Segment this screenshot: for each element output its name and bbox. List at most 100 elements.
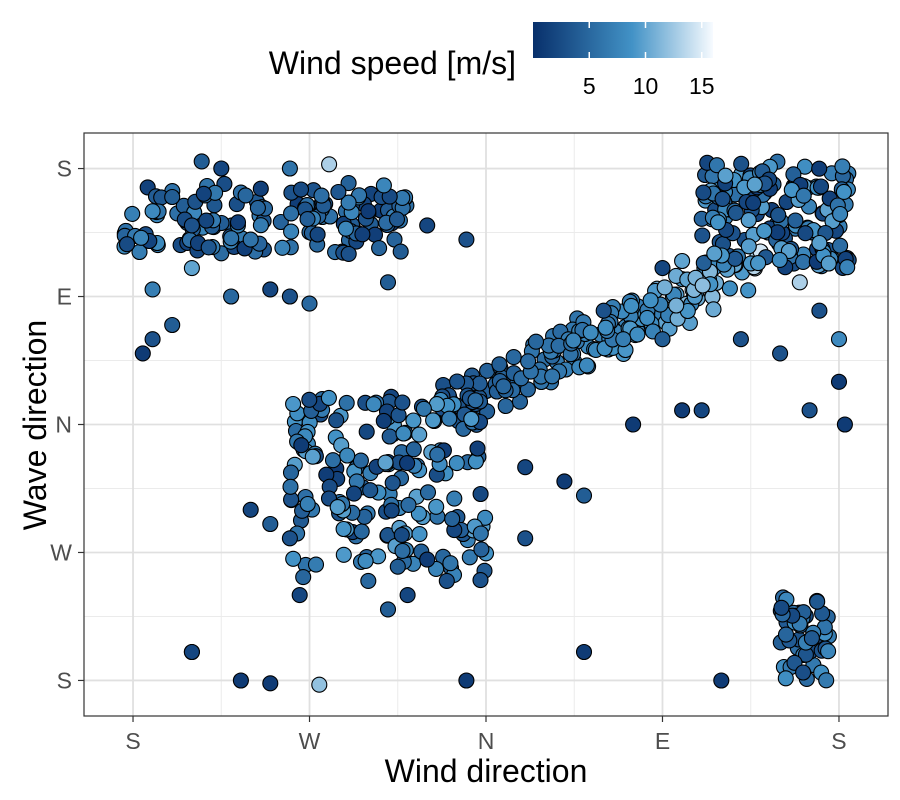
data-point [449,373,466,390]
y-tick-label: S [57,667,72,693]
data-point [629,326,646,343]
data-point [338,394,355,411]
data-point [379,274,397,291]
data-point [324,452,342,469]
data-point [582,324,599,341]
data-point [419,551,436,568]
data-point [721,280,738,297]
data-point [717,167,734,184]
data-point [405,441,422,458]
data-point [301,391,318,408]
data-point [183,260,200,277]
data-point [357,552,374,569]
data-points [116,153,857,693]
data-point [473,541,490,558]
data-point [756,222,773,240]
data-point [339,447,356,464]
data-point [320,389,337,406]
data-point [313,187,330,204]
data-point [733,155,750,172]
data-point [262,515,279,533]
data-point [745,194,762,211]
data-point [285,395,302,413]
data-point [198,212,215,229]
data-point [281,288,298,305]
data-point [595,302,612,319]
data-point [517,459,534,476]
data-point [497,397,514,415]
data-point [795,187,812,204]
data-point [709,214,727,231]
data-point [394,542,411,559]
data-point [834,158,851,175]
colorbar-tick-label: 15 [689,73,715,99]
colorbar-legend: Wind speed [m/s] 5 10 15 [269,22,715,99]
data-point [469,440,486,457]
data-point [399,455,416,472]
data-point [830,373,848,390]
data-point [358,423,375,440]
data-point [695,254,712,272]
data-point [354,226,371,243]
data-point [283,205,300,222]
data-point [769,224,786,241]
data-point [520,353,537,370]
data-point [274,239,291,256]
data-point [242,501,259,518]
data-point [674,402,691,419]
data-point [428,498,445,515]
y-tick-label: S [57,156,72,182]
data-point [388,211,406,228]
data-point [389,558,406,575]
data-point [615,331,632,348]
data-point [410,505,427,522]
data-point [133,229,150,246]
data-point [304,448,321,465]
data-point [144,331,161,348]
x-tick-label: S [125,728,140,754]
data-point [727,250,744,267]
data-point [429,446,446,463]
data-point [491,356,508,373]
data-point [801,402,818,419]
data-point [134,345,151,362]
data-point [183,217,200,234]
legend-title: Wind speed [m/s] [269,45,516,81]
data-point [835,183,852,200]
data-point [713,672,730,689]
data-point [124,205,141,222]
data-point [714,190,731,207]
data-point [335,520,352,538]
colorbar [533,22,713,58]
data-point [705,301,722,318]
data-point [340,175,357,192]
data-point [746,176,763,193]
data-point [335,546,352,563]
y-tick-label: E [57,284,72,310]
data-point [773,599,790,616]
data-point [694,277,711,294]
data-point [495,378,512,395]
data-point [195,185,212,202]
data-point [458,672,475,689]
data-point [262,281,279,298]
data-point [556,473,573,490]
data-point [352,452,369,469]
data-point [360,572,377,589]
data-point [809,593,826,610]
data-point [144,203,161,220]
data-point [365,396,382,413]
data-point [832,237,849,254]
data-point [394,394,411,411]
data-point [252,180,269,197]
data-point [362,482,379,499]
data-point [419,217,436,234]
data-point [384,474,401,491]
data-point [375,177,392,194]
data-point [461,549,478,566]
data-point [285,550,302,567]
data-point [381,428,398,445]
data-point [812,178,830,195]
data-point [309,226,326,243]
